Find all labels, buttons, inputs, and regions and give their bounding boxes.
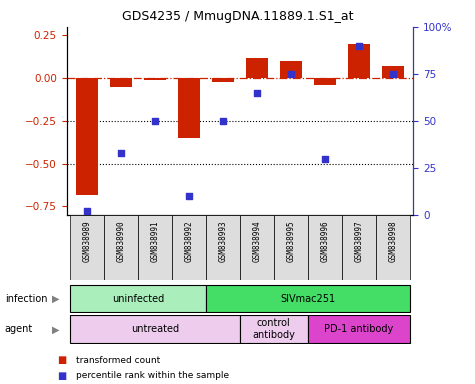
Bar (104, 215, 138, 280)
Text: transformed count: transformed count (76, 356, 160, 365)
Text: GSM838993: GSM838993 (218, 220, 228, 262)
Text: GSM838995: GSM838995 (286, 220, 295, 262)
Text: untreated: untreated (131, 324, 179, 334)
Text: GSM838996: GSM838996 (320, 220, 329, 262)
Bar (314, 78, 336, 85)
Point (321, 156, 329, 162)
Point (253, 90, 261, 96)
Bar (76, 78, 98, 195)
Text: GSM838989: GSM838989 (82, 220, 91, 262)
Bar (240, 316, 308, 343)
Bar (348, 44, 370, 78)
Text: PD-1 antibody: PD-1 antibody (324, 324, 393, 334)
Text: GSM838991: GSM838991 (151, 220, 160, 262)
Bar (70, 285, 206, 313)
Bar (342, 215, 376, 280)
Bar (206, 215, 240, 280)
Point (83, 208, 91, 214)
Bar (144, 78, 166, 80)
Text: infection: infection (5, 294, 47, 304)
Bar (376, 215, 410, 280)
Bar (280, 61, 302, 78)
Bar (172, 215, 206, 280)
Bar (382, 66, 404, 78)
Point (219, 118, 227, 124)
Point (355, 43, 362, 49)
Text: ▶: ▶ (52, 294, 60, 304)
Bar (212, 78, 234, 82)
Bar (178, 78, 200, 138)
Bar (274, 215, 308, 280)
Bar (138, 215, 172, 280)
Text: GSM838990: GSM838990 (116, 220, 125, 262)
Text: percentile rank within the sample: percentile rank within the sample (76, 371, 229, 380)
Text: ▶: ▶ (52, 324, 60, 334)
Bar (206, 285, 410, 313)
Bar (308, 316, 410, 343)
Point (185, 193, 193, 199)
Text: uninfected: uninfected (112, 293, 164, 304)
Text: SIVmac251: SIVmac251 (280, 293, 335, 304)
Text: GSM838994: GSM838994 (252, 220, 261, 262)
Point (389, 71, 397, 77)
Text: agent: agent (5, 324, 33, 334)
Text: GSM838992: GSM838992 (184, 220, 193, 262)
Bar (308, 215, 342, 280)
Text: control
antibody: control antibody (252, 318, 295, 340)
Bar (110, 78, 132, 87)
Text: ■: ■ (57, 371, 66, 381)
Bar (70, 316, 240, 343)
Text: GSM838998: GSM838998 (389, 220, 398, 262)
Bar (70, 215, 104, 280)
Bar (246, 58, 268, 78)
Point (287, 71, 294, 77)
Point (151, 118, 159, 124)
Text: ■: ■ (57, 355, 66, 365)
Point (117, 150, 125, 156)
Text: GDS4235 / MmugDNA.11889.1.S1_at: GDS4235 / MmugDNA.11889.1.S1_at (122, 10, 353, 23)
Bar (240, 215, 274, 280)
Text: GSM838997: GSM838997 (354, 220, 363, 262)
